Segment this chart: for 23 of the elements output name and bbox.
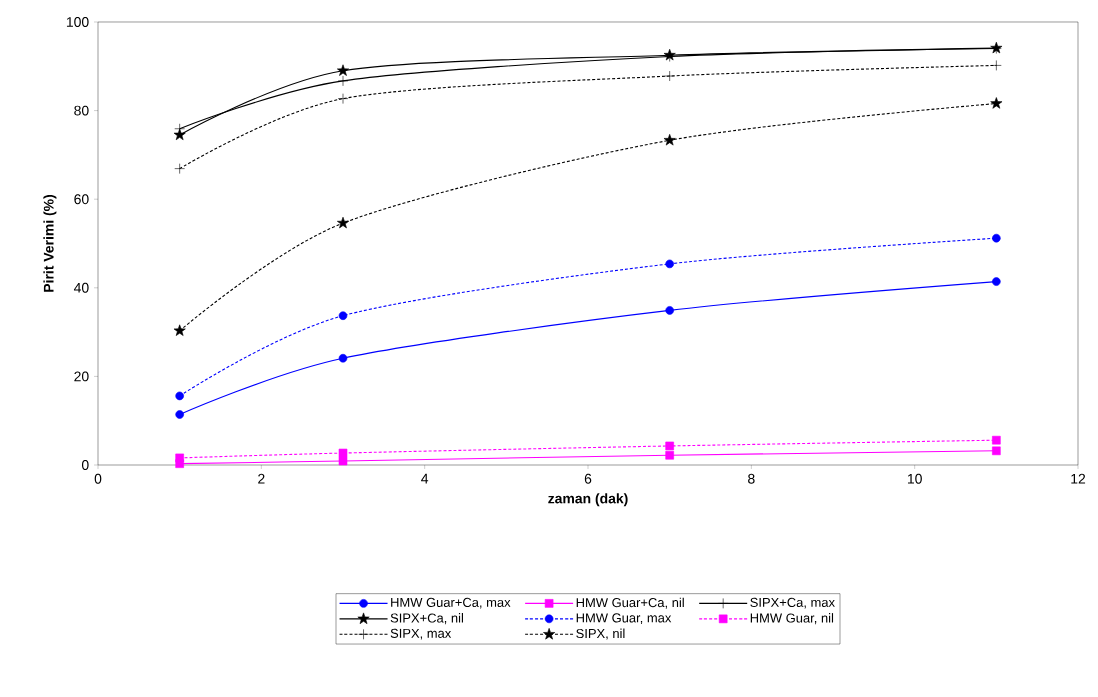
legend-label: SIPX+Ca, max	[750, 597, 835, 609]
legend-label: HMW Guar, max	[576, 613, 672, 624]
x-tick-label: 6	[584, 473, 592, 484]
legend-label: HMW Guar, nil	[750, 613, 834, 625]
x-tick-label: 2	[258, 473, 265, 484]
x-tick-label: 12	[1071, 473, 1086, 484]
legend-label: HMW Guar+Ca, max	[391, 597, 511, 609]
x-tick-label: 0	[94, 473, 102, 484]
y-tick-label: 60	[74, 194, 89, 205]
x-tick-label: 8	[748, 473, 755, 484]
y-tick-label: 80	[74, 105, 89, 116]
y-axis-title: Pirit Verimi (%)	[43, 194, 57, 292]
legend-label: SIPX+Ca, nil	[390, 613, 463, 625]
x-tick-label: 10	[907, 473, 922, 484]
legend-label: SIPX, max	[390, 628, 452, 640]
y-tick-label: 100	[66, 17, 89, 27]
y-tick-label: 0	[81, 460, 89, 470]
x-axis-title: zaman (dak)	[548, 493, 628, 507]
y-tick-label: 40	[73, 282, 89, 293]
y-tick-label: 20	[74, 371, 89, 382]
x-tick-label: 4	[421, 473, 429, 484]
legend-label: HMW Guar+Ca, nil	[576, 597, 684, 609]
legend-label: SIPX, nil	[576, 628, 625, 640]
